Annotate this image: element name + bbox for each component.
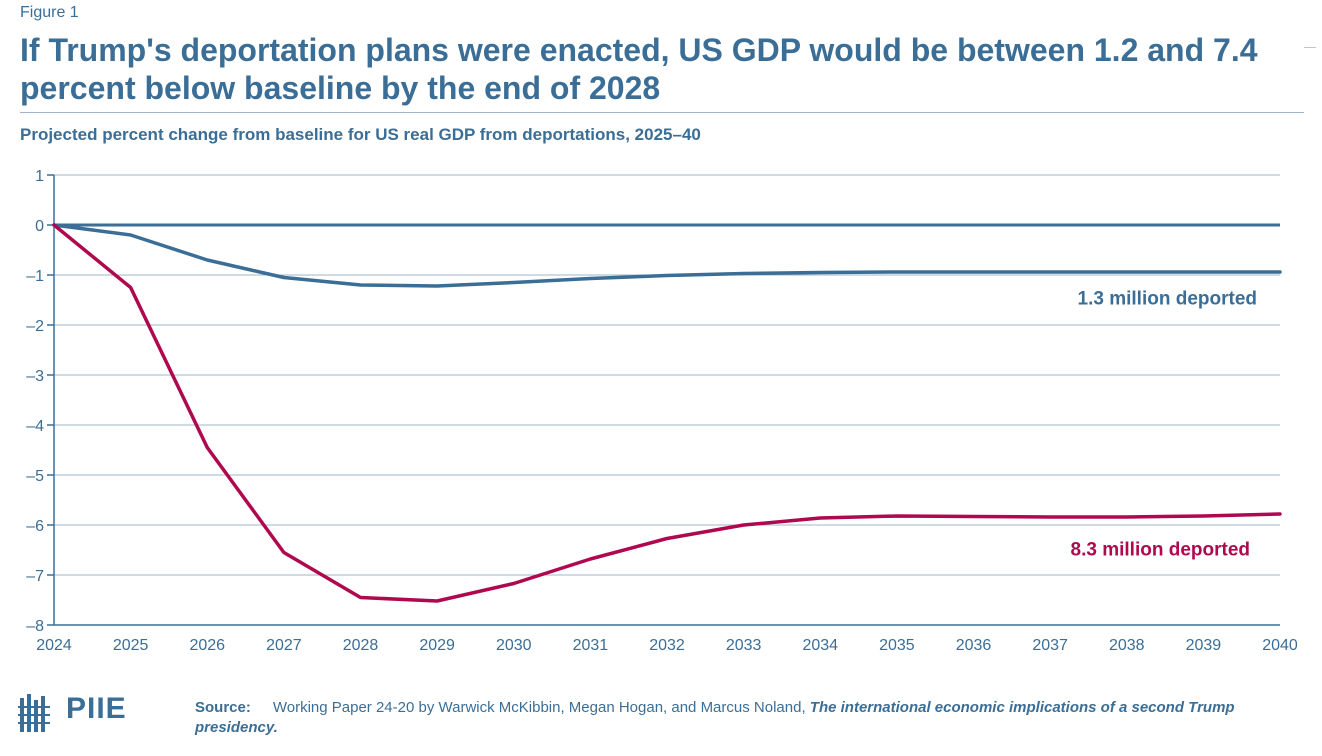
x-tick-label: 2037 [1032, 637, 1068, 654]
building-columns-icon [18, 694, 50, 732]
source-title: The international economic implications … [195, 699, 1235, 736]
series-line-1 [52, 223, 1282, 288]
source-note: Source: Working Paper 24-20 by Warwick Mc… [195, 698, 1300, 738]
title-divider [20, 112, 1304, 113]
y-tick-label: 0 [35, 218, 44, 235]
series-label-2: 8.3 million deported [1071, 540, 1250, 561]
x-tick-label: 2032 [649, 637, 685, 654]
x-tick-label: 2029 [419, 637, 455, 654]
x-tick-label: 2034 [802, 637, 838, 654]
x-tick-label: 2040 [1262, 637, 1298, 654]
source-label: Source: [195, 699, 251, 716]
x-tick-label: 2030 [496, 637, 532, 654]
x-tick-label: 2026 [189, 637, 225, 654]
y-tick-label: –5 [26, 468, 44, 485]
x-tick-label: 2036 [956, 637, 992, 654]
y-tick-label: –7 [26, 568, 44, 585]
y-tick-label: 1 [35, 168, 44, 185]
series-label-1: 1.3 million deported [1078, 289, 1257, 310]
x-tick-label: 2031 [573, 637, 609, 654]
x-tick-label: 2024 [36, 637, 72, 654]
y-tick-label: –3 [26, 368, 44, 385]
x-tick-label: 2033 [726, 637, 762, 654]
chart-title: If Trump's deportation plans were enacte… [20, 32, 1258, 106]
chart-subtitle: Projected percent change from baseline f… [20, 125, 701, 144]
line-chart: 1 0 –1 –2 –3 –4 –5 –6 –7 –8 2024 2025 2026 2027 2028 20… [26, 168, 1298, 654]
corner-divider [1304, 47, 1316, 48]
logo-text: PIIE [66, 692, 127, 725]
x-tick-label: 2028 [343, 637, 379, 654]
y-tick-label: –6 [26, 518, 44, 535]
x-tick-label: 2027 [266, 637, 302, 654]
y-tick-label: –8 [26, 618, 44, 635]
x-tick-label: 2039 [1186, 637, 1222, 654]
y-tick-label: –1 [26, 268, 44, 285]
figure-label: Figure 1 [20, 4, 79, 21]
source-text: Working Paper 24-20 by Warwick McKibbin,… [272, 699, 806, 716]
x-tick-label: 2038 [1109, 637, 1145, 654]
x-tick-label: 2035 [879, 637, 915, 654]
y-tick-label: –2 [26, 318, 44, 335]
piie-logo: PIIE [18, 692, 148, 736]
x-tick-label: 2025 [113, 637, 149, 654]
y-tick-label: –4 [26, 418, 44, 435]
